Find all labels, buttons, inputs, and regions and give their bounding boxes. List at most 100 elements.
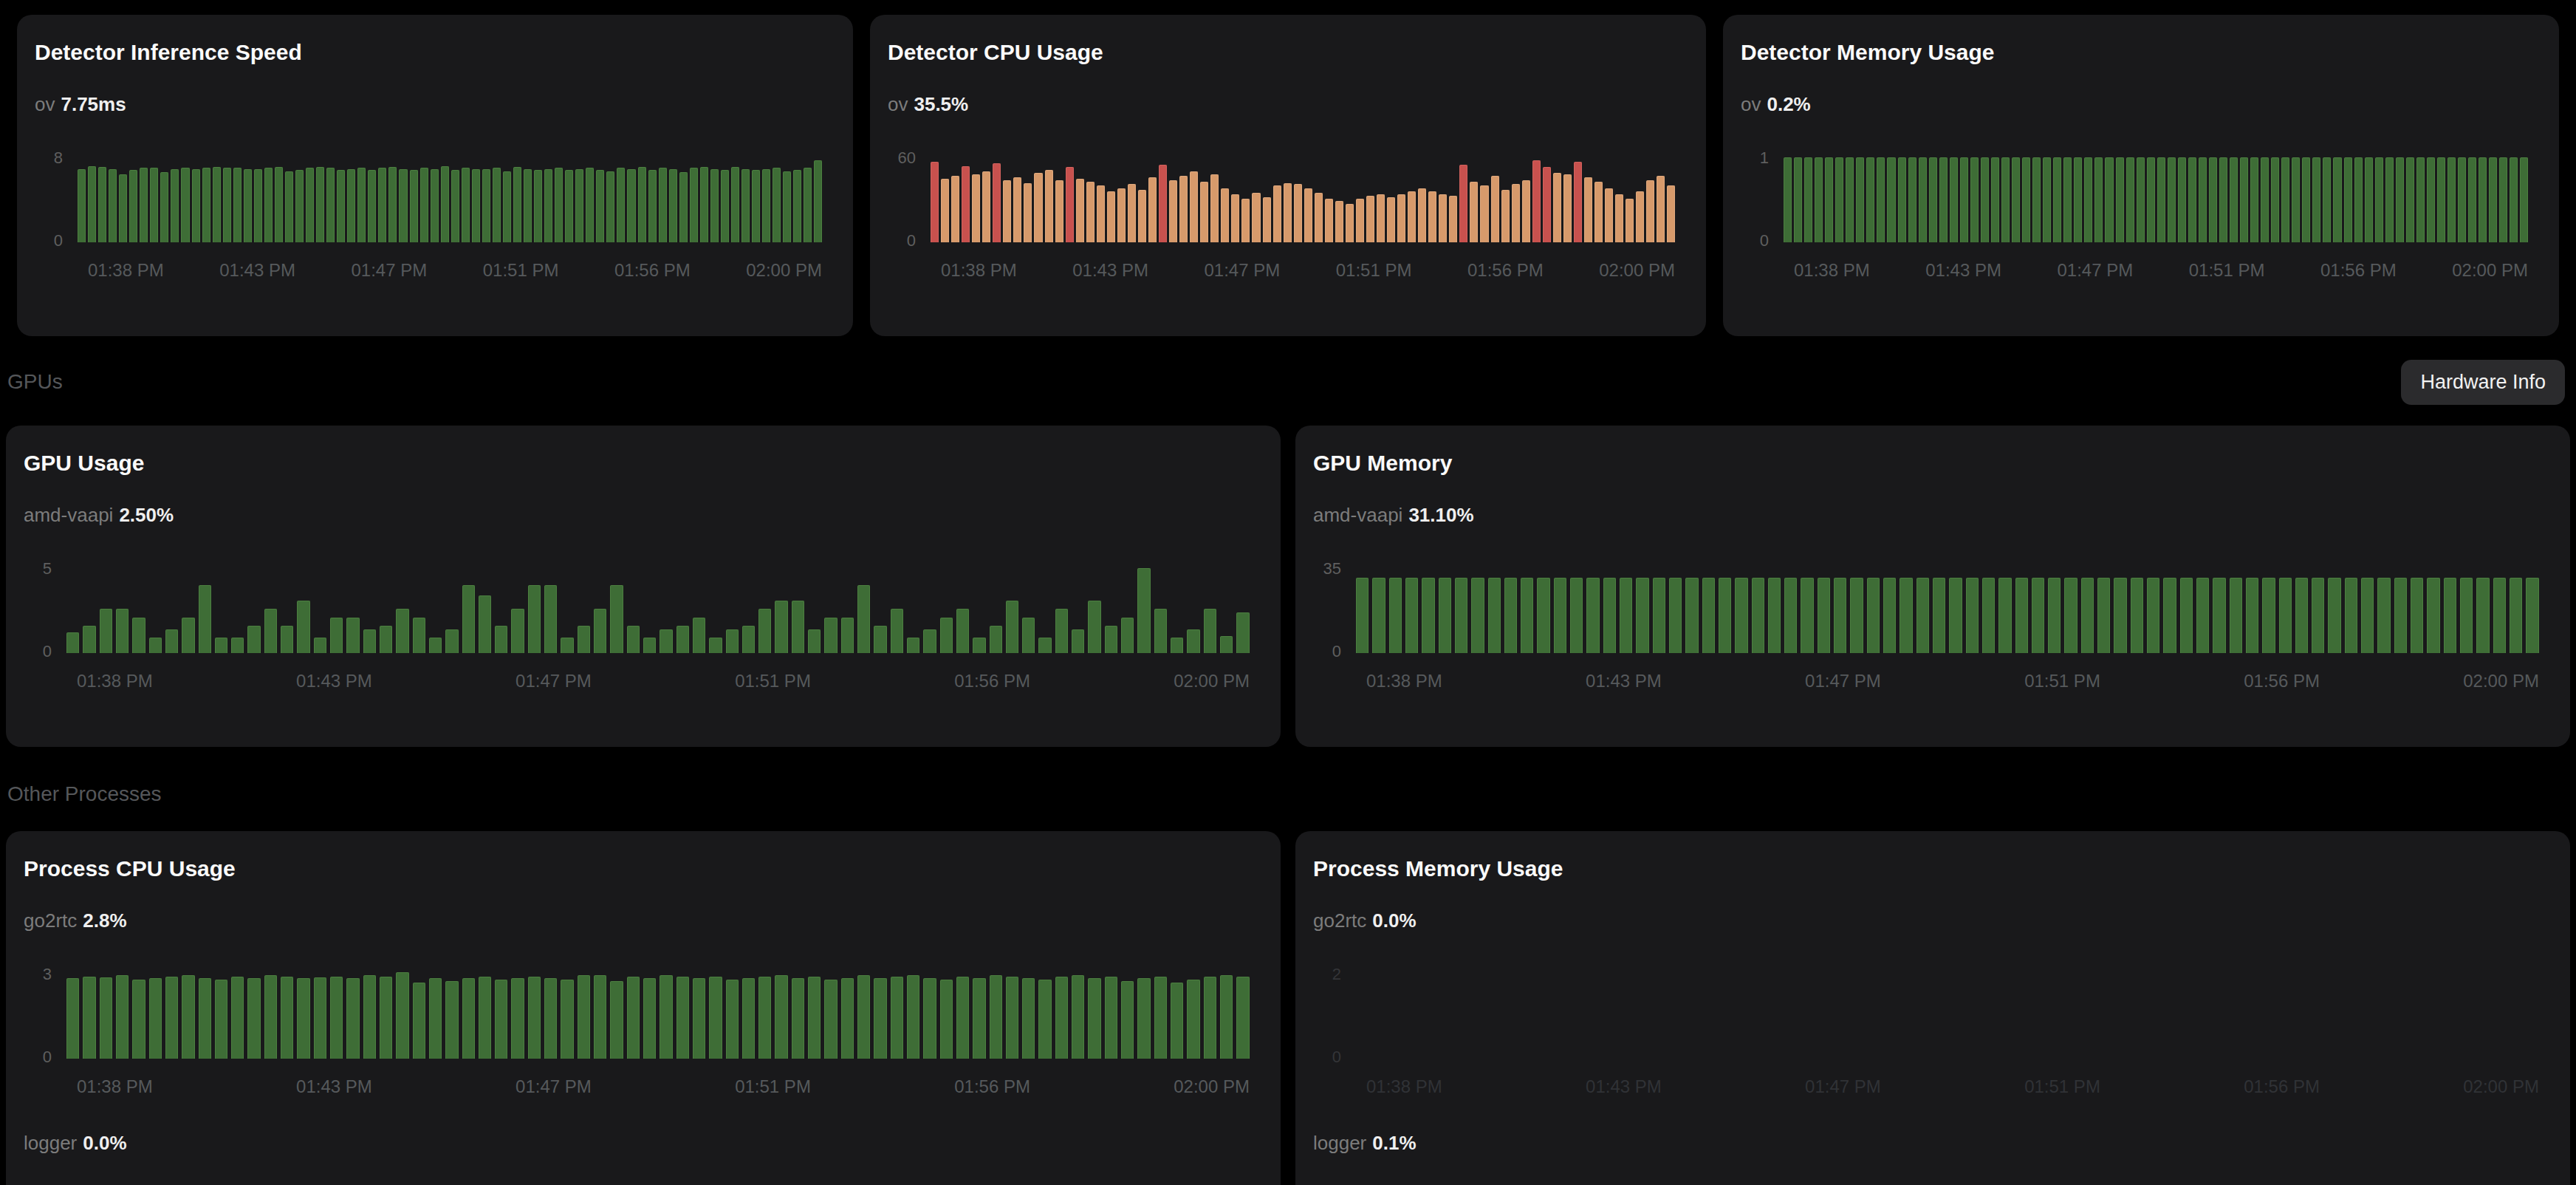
bar — [88, 166, 96, 243]
bar — [109, 169, 117, 242]
series-name: go2rtc — [24, 909, 77, 932]
x-tick-label: 01:51 PM — [735, 1076, 811, 1098]
other-processes-section-bar: Other Processes — [0, 779, 2576, 809]
x-tick-label: 02:00 PM — [1174, 671, 1250, 692]
bar — [1273, 185, 1281, 242]
bar — [396, 972, 408, 1059]
bar — [182, 618, 194, 653]
bar — [1377, 194, 1385, 242]
bar — [1187, 980, 1199, 1059]
bar — [231, 977, 244, 1059]
bar — [758, 609, 771, 653]
bar — [1521, 578, 1533, 653]
bars — [78, 157, 822, 242]
bar — [648, 170, 657, 242]
bar — [1038, 980, 1051, 1059]
bar — [264, 975, 277, 1059]
x-tick-label: 01:47 PM — [1205, 260, 1281, 281]
gpu-cards-row: GPU Usage amd-vaapi2.50% 5 0 01:38 PM01:… — [0, 426, 2576, 747]
bar — [388, 167, 397, 242]
bar — [1204, 977, 1216, 1059]
bar — [247, 978, 260, 1059]
bar — [2114, 578, 2126, 653]
bar — [1088, 601, 1100, 653]
x-tick-label: 01:51 PM — [2189, 260, 2265, 281]
bar — [758, 977, 771, 1059]
bar — [752, 170, 760, 242]
card-title: Process Memory Usage — [1306, 856, 2560, 881]
x-tick-label: 01:43 PM — [1925, 260, 2001, 281]
x-axis-labels: 01:38 PM01:43 PM01:47 PM01:51 PM01:56 PM… — [1366, 671, 2539, 692]
bar — [2178, 157, 2186, 242]
bar — [2163, 578, 2176, 653]
bar — [66, 632, 79, 653]
bar — [1389, 578, 1402, 653]
y-tick-zero: 0 — [907, 233, 916, 249]
bar — [380, 626, 392, 653]
bar — [528, 977, 541, 1059]
bar — [462, 978, 475, 1059]
bar — [1128, 184, 1136, 242]
bar — [1929, 157, 1937, 242]
bar — [2292, 157, 2300, 242]
bar — [380, 977, 392, 1059]
card-title: GPU Usage — [16, 451, 1270, 476]
card-title: Detector CPU Usage — [880, 40, 1696, 65]
bar — [2074, 157, 2082, 242]
hardware-info-button[interactable]: Hardware Info — [2401, 360, 2565, 405]
bar — [1422, 578, 1434, 653]
x-tick-label: 01:38 PM — [77, 1076, 153, 1098]
bar — [956, 977, 969, 1059]
bar — [792, 601, 804, 653]
bar — [524, 169, 532, 242]
bar — [1898, 157, 1906, 242]
y-tick-max: 8 — [54, 150, 63, 166]
bar — [1657, 176, 1665, 242]
bar — [1121, 981, 1134, 1059]
bar — [1366, 196, 1374, 242]
bar — [1784, 157, 1792, 242]
bar — [693, 618, 705, 653]
bar — [973, 978, 985, 1059]
bar — [1154, 609, 1167, 653]
bars — [1784, 157, 2528, 242]
series-value: 0.1% — [1372, 1132, 1416, 1154]
bar — [2053, 157, 2061, 242]
bar — [1646, 180, 1654, 242]
bar — [2246, 578, 2258, 653]
bar — [451, 170, 459, 242]
bar — [2279, 578, 2292, 653]
series-value: 2.50% — [119, 504, 174, 526]
bar — [493, 168, 501, 242]
bar — [2375, 157, 2383, 242]
bar — [140, 168, 148, 242]
x-tick-label: 01:47 PM — [515, 1076, 592, 1098]
bar — [100, 977, 112, 1059]
bar — [793, 170, 801, 242]
bar — [2427, 157, 2435, 242]
bar — [857, 585, 870, 653]
series-name: go2rtc — [1313, 909, 1366, 932]
card-process-cpu-usage: Process CPU Usage go2rtc2.8% 3 0 01:38 P… — [6, 831, 1281, 1185]
bar — [2302, 157, 2310, 242]
bar-chart: 1 0 — [1733, 157, 2549, 242]
bar — [1981, 157, 1989, 242]
card-title: GPU Memory — [1306, 451, 2560, 476]
bar — [1834, 578, 1846, 653]
x-tick-label: 01:47 PM — [1805, 671, 1881, 692]
bar — [2157, 157, 2165, 242]
bar — [2131, 578, 2143, 653]
bar — [1636, 191, 1644, 242]
bar — [1105, 977, 1117, 1059]
bar — [2081, 578, 2094, 653]
bar — [264, 168, 273, 242]
bar — [700, 167, 708, 242]
bar — [1626, 199, 1634, 242]
bars — [66, 568, 1250, 653]
bar — [610, 585, 623, 653]
bar — [231, 638, 244, 653]
bar — [1408, 191, 1416, 242]
bar — [1835, 157, 1843, 242]
x-tick-label: 01:38 PM — [77, 671, 153, 692]
bar — [1804, 157, 1812, 242]
